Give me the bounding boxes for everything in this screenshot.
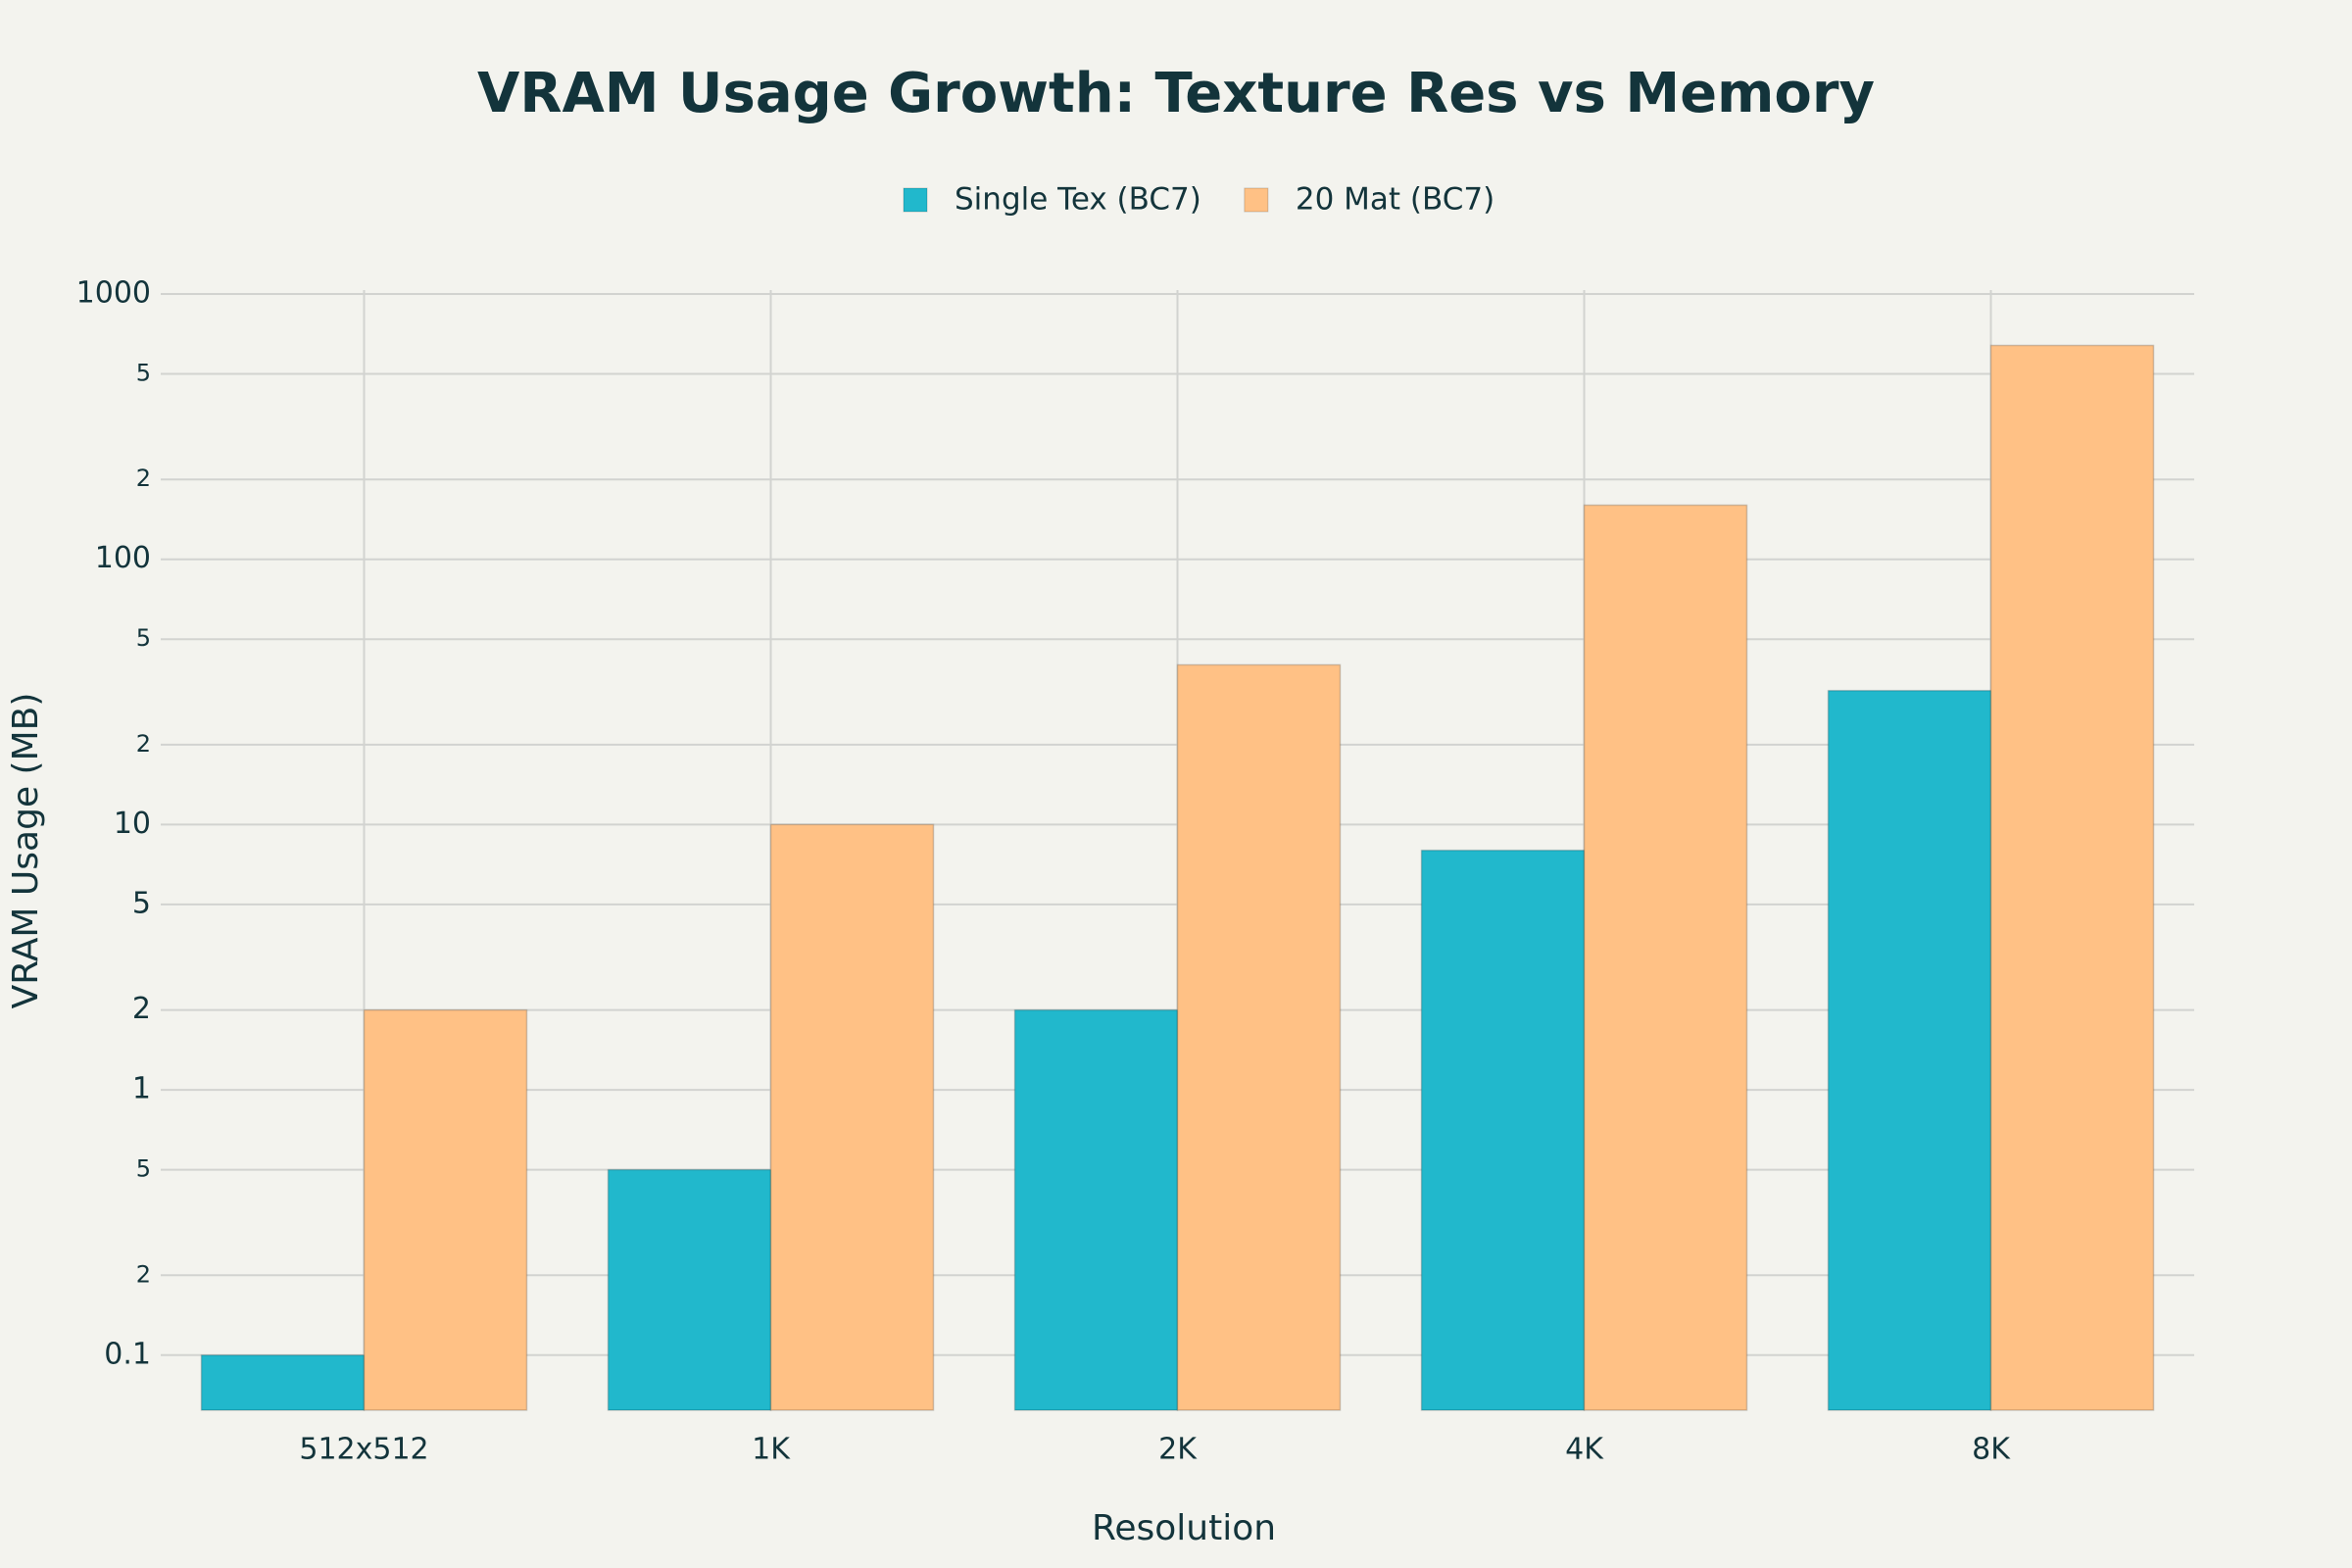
x-tick-label: 1K	[752, 1433, 791, 1467]
bar	[1827, 689, 1992, 1411]
chart-title: VRAM Usage Growth: Texture Res vs Memory	[477, 62, 1875, 125]
y-tick-label: 0.1	[104, 1337, 151, 1371]
legend-label: Single Tex (BC7)	[955, 182, 1201, 218]
y-tick-label: 2	[132, 992, 151, 1026]
x-tick-label: 2K	[1158, 1433, 1198, 1467]
bar	[1013, 1008, 1179, 1411]
bar	[1420, 849, 1586, 1411]
y-tick-label: 2	[136, 730, 151, 758]
x-axis-title: Resolution	[1092, 1508, 1276, 1548]
bar	[1583, 504, 1748, 1411]
y-tick-label: 2	[136, 465, 151, 492]
y-axis-title: VRAM Usage (MB)	[6, 693, 46, 1009]
y-tick-label: 5	[136, 359, 151, 386]
legend-swatch	[1244, 187, 1269, 213]
y-tick-label: 1	[132, 1072, 151, 1106]
legend-swatch	[903, 187, 928, 213]
y-tick-label: 2	[136, 1260, 151, 1288]
x-tick-label: 512x512	[299, 1433, 428, 1467]
bar	[200, 1354, 366, 1411]
y-tick-label: 5	[136, 1155, 151, 1183]
y-tick-label: 5	[132, 886, 151, 920]
x-tick-label: 4K	[1565, 1433, 1604, 1467]
y-tick-label: 5	[136, 624, 151, 652]
y-tick-label: 100	[95, 541, 151, 575]
legend-label: 20 Mat (BC7)	[1296, 182, 1494, 218]
y-tick-label: 10	[114, 807, 151, 841]
x-tick-label: 8K	[1972, 1433, 2011, 1467]
bar	[1176, 663, 1342, 1411]
bar	[1989, 344, 2155, 1411]
bar	[769, 823, 935, 1411]
bar	[363, 1008, 528, 1411]
bar	[607, 1168, 772, 1411]
y-tick-label: 1000	[76, 276, 151, 311]
